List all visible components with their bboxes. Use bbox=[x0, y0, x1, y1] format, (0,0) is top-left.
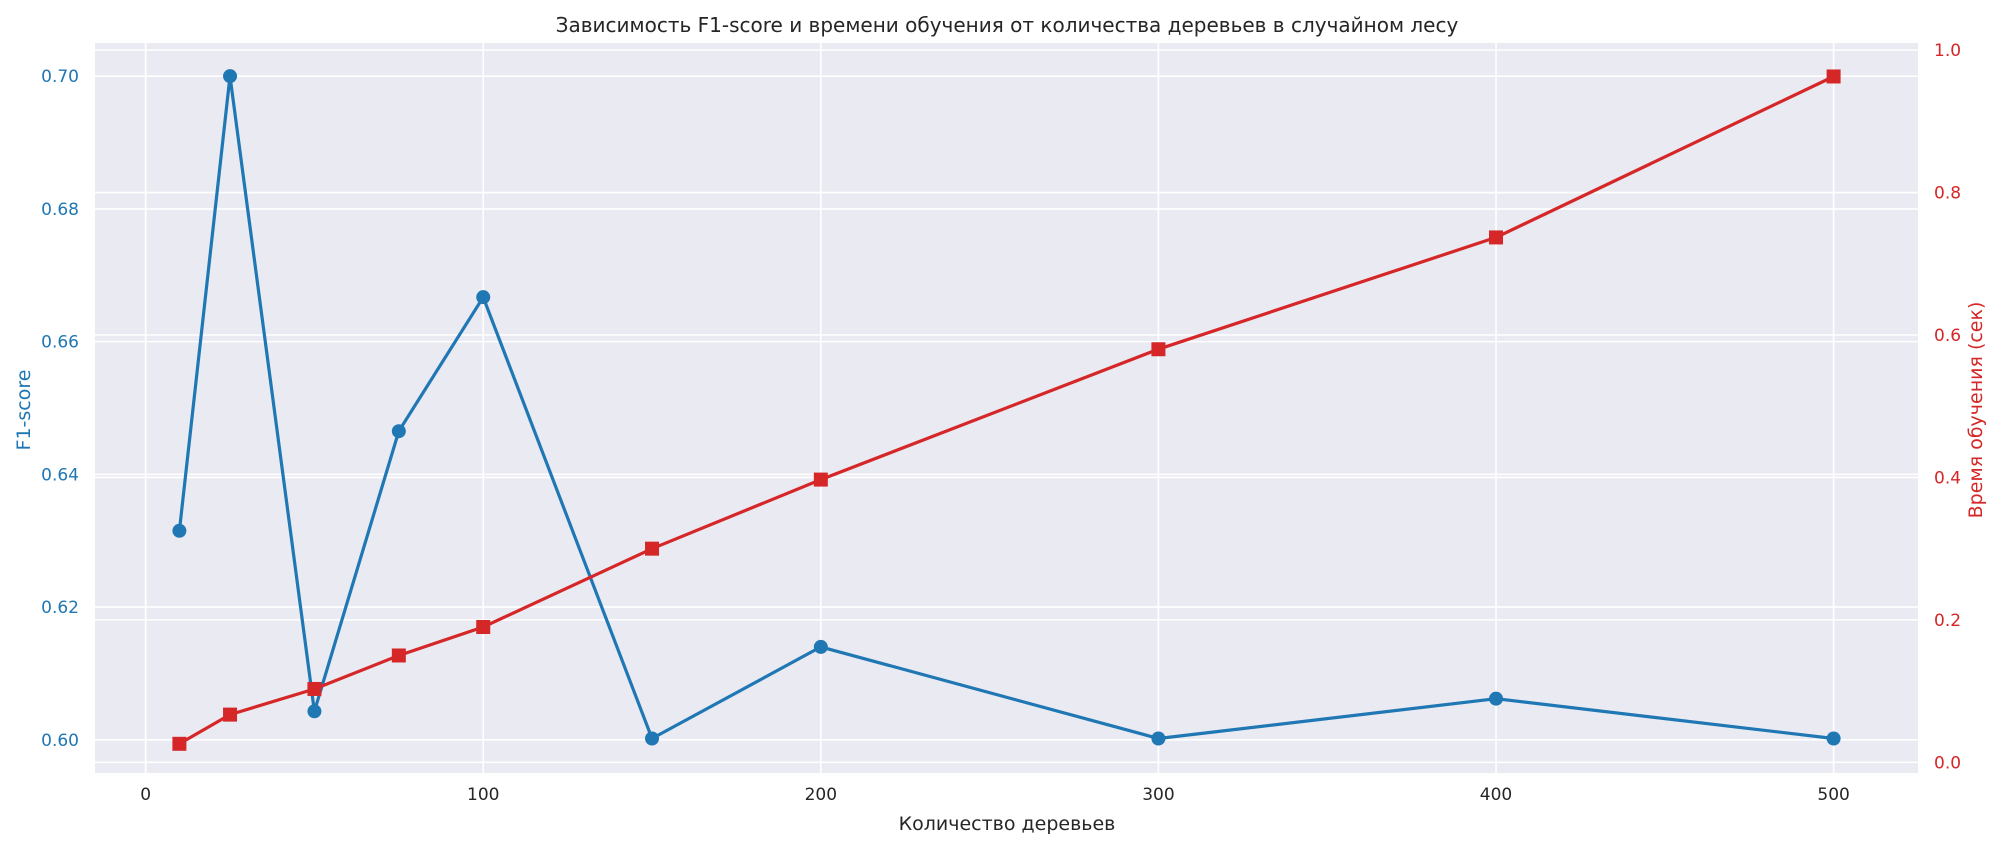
x-tick-label: 400 bbox=[1480, 785, 1512, 805]
y-tick-label-left: 0.70 bbox=[41, 67, 79, 87]
x-tick-label: 300 bbox=[1142, 785, 1174, 805]
x-axis-label: Количество деревьев bbox=[899, 813, 1116, 835]
y-axis-label-right: Время обучения (сек) bbox=[1965, 302, 1987, 519]
y-tick-label-right: 0.8 bbox=[1934, 184, 1961, 204]
data-point-left bbox=[1151, 731, 1166, 746]
series-line-right bbox=[178, 75, 1835, 746]
data-point-right bbox=[1826, 69, 1841, 84]
y-tick-label-right: 0.2 bbox=[1934, 611, 1961, 631]
y-tick-label-right: 0.4 bbox=[1934, 468, 1961, 488]
y-tick-label-left: 0.66 bbox=[41, 333, 79, 353]
data-point-right bbox=[813, 472, 828, 487]
data-point-left bbox=[813, 639, 828, 654]
data-point-left bbox=[307, 704, 322, 719]
data-point-right bbox=[645, 541, 660, 556]
data-point-left bbox=[391, 424, 406, 439]
data-point-left bbox=[1826, 731, 1841, 746]
series-line-left bbox=[177, 74, 1834, 741]
x-tick-label: 0 bbox=[140, 785, 151, 805]
tick-labels: 0 100 200 300 400 500 0.60 0.62 0.64 0.66 0.68 0.70… bbox=[41, 41, 1961, 805]
y-tick-label-right: 0.0 bbox=[1934, 753, 1961, 773]
grid bbox=[95, 43, 1918, 773]
chart-title: Зависимость F1-score и времени обучения … bbox=[556, 13, 1459, 37]
series-layer bbox=[172, 69, 1841, 751]
x-tick-label: 100 bbox=[467, 785, 499, 805]
data-point-left bbox=[223, 69, 238, 84]
x-tick-label: 200 bbox=[805, 785, 837, 805]
data-point-right bbox=[1489, 230, 1504, 245]
data-point-left bbox=[1489, 691, 1504, 706]
data-point-right bbox=[172, 736, 187, 751]
series-right bbox=[172, 69, 1841, 751]
x-tick-label: 500 bbox=[1817, 785, 1849, 805]
data-point-right bbox=[476, 620, 491, 634]
series-left bbox=[172, 69, 1841, 746]
data-point-left bbox=[645, 731, 660, 746]
y-tick-label-left: 0.60 bbox=[41, 731, 79, 751]
y-axis-label-left: F1-score bbox=[13, 370, 35, 451]
y-tick-label-right: 0.6 bbox=[1934, 326, 1961, 346]
y-tick-label-right: 1.0 bbox=[1934, 41, 1961, 61]
y-tick-label-left: 0.68 bbox=[41, 200, 79, 220]
y-tick-label-left: 0.64 bbox=[41, 465, 79, 485]
data-point-right bbox=[391, 648, 406, 663]
data-point-right bbox=[223, 707, 238, 722]
data-point-left bbox=[476, 290, 491, 305]
data-point-right bbox=[1151, 342, 1166, 357]
y-tick-label-left: 0.62 bbox=[41, 598, 79, 618]
data-point-right bbox=[307, 681, 322, 696]
data-point-left bbox=[172, 523, 187, 538]
